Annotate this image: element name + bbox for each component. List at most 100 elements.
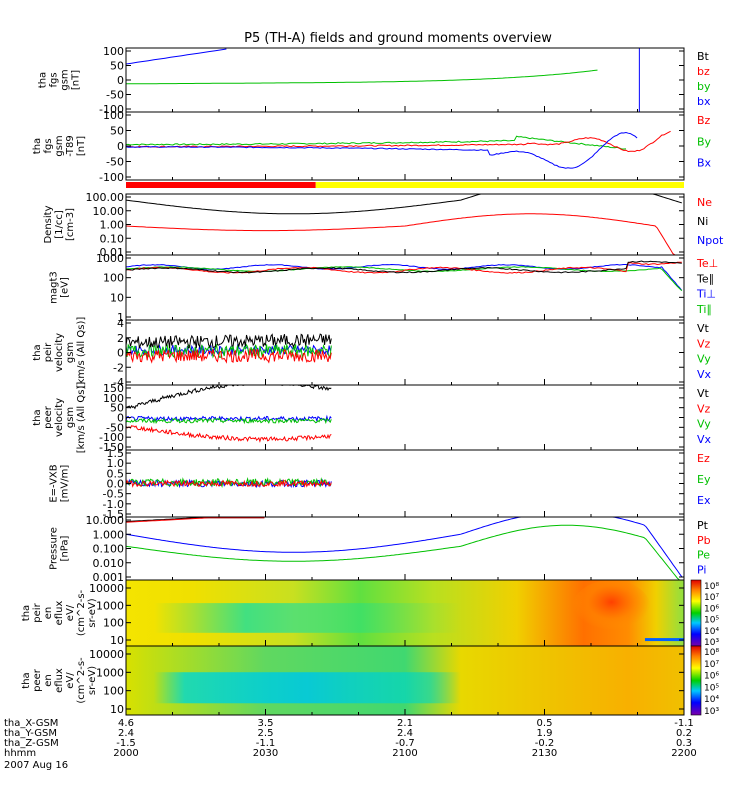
footer-value: 4.6 xyxy=(118,718,134,729)
colorbar-tick-label: 10⁵ xyxy=(704,683,719,693)
y-tick-label: 10 xyxy=(110,291,124,304)
panel-frame xyxy=(125,516,685,581)
series-Vt xyxy=(125,333,332,349)
footer-value: 2200 xyxy=(671,748,696,759)
footer-row-label: tha_X-GSM xyxy=(4,718,58,729)
y-tick-label: 0.10 xyxy=(100,232,125,245)
colorbar xyxy=(690,579,702,647)
footer-row-label: tha_Y-GSM xyxy=(4,728,57,739)
mode-bar-slow xyxy=(126,182,316,188)
y-tick-label: 150 xyxy=(103,382,124,395)
y-axis-label: peir xyxy=(32,602,43,622)
footer-value: -0.7 xyxy=(395,738,415,749)
y-axis-label: tha xyxy=(32,344,43,360)
colorbar-tick-label: 10⁵ xyxy=(704,616,719,626)
series-Te-par xyxy=(125,260,682,274)
y-axis-label: [km/s (All Qs)] xyxy=(76,317,87,389)
legend-ni: Ni xyxy=(697,215,708,228)
y-tick-label: 1.00 xyxy=(100,219,125,232)
footer-value: 2000 xyxy=(113,748,138,759)
footer-value: 2.5 xyxy=(258,728,274,739)
y-tick-label: 0 xyxy=(117,412,124,425)
y-tick-label: -4 xyxy=(113,376,124,389)
time-axis-footer: tha_X-GSM 4.6 3.5 2.1 0.5 -1.1 tha_Y-GSM 2.4 2.5… xyxy=(4,718,697,771)
y-tick-label: 0.5 xyxy=(107,467,125,480)
y-tick-label: 1000 xyxy=(96,599,124,612)
y-tick-label: 100 xyxy=(103,685,124,698)
y-tick-label: -100 xyxy=(99,103,124,116)
y-tick-label: 4 xyxy=(117,317,124,330)
y-tick-label: -150 xyxy=(99,441,124,454)
y-tick-label: -2 xyxy=(113,361,124,374)
y-tick-label: 100 xyxy=(103,109,124,122)
series-Vz xyxy=(125,347,332,364)
legend-pb: Pb xyxy=(697,534,711,547)
y-axis-label: [eV] xyxy=(60,277,71,298)
y-tick-label: 100 xyxy=(103,45,124,58)
y-tick-label: -100 xyxy=(99,171,124,184)
colorbar-tick-label: 10⁶ xyxy=(704,672,719,682)
footer-value: 0.3 xyxy=(676,738,692,749)
footer-value: 2100 xyxy=(392,748,417,759)
series-Ni xyxy=(125,193,682,215)
y-tick-label: 10000 xyxy=(89,582,124,595)
panel-frame xyxy=(125,254,685,321)
colorbar-tick-label: 10⁷ xyxy=(704,593,719,603)
y-axis-label: [mV/m] xyxy=(60,465,71,503)
y-axis-label: eflux xyxy=(54,601,65,626)
y-tick-label: 0 xyxy=(117,347,124,360)
spectrogram-band xyxy=(644,638,684,642)
y-axis-label: tha xyxy=(32,409,43,425)
colorbar-tick-label: 10⁴ xyxy=(704,627,719,637)
y-axis-label: gsm xyxy=(60,69,71,90)
y-tick-label: 50 xyxy=(110,60,124,73)
y-axis-label: tha xyxy=(21,605,32,621)
series-Bx xyxy=(125,131,638,169)
y-axis-label: peir xyxy=(43,342,54,362)
y-axis-label: fgs xyxy=(49,72,60,87)
legend-ez: Ez xyxy=(697,452,710,465)
y-tick-label: 1.0 xyxy=(107,457,125,470)
colorbar-tick-label: 10⁶ xyxy=(704,604,719,614)
spectrogram-core xyxy=(153,672,461,704)
legend-bx: Bx xyxy=(697,157,712,170)
legend-vt: Vt xyxy=(697,322,710,335)
y-tick-label: 10 xyxy=(110,634,124,647)
colorbar-tick-label: 10⁴ xyxy=(704,695,719,705)
y-tick-label: 100 xyxy=(103,392,124,405)
y-tick-label: -100 xyxy=(99,431,124,444)
footer-value: 2.4 xyxy=(118,728,134,739)
footer-value: 2130 xyxy=(532,748,557,759)
footer-row-label: tha_Z-GSM xyxy=(4,738,59,749)
footer-value: 0.5 xyxy=(537,718,553,729)
y-tick-label: -50 xyxy=(106,421,124,434)
legend-vy: Vy xyxy=(697,353,711,366)
legend-ne: Ne xyxy=(697,196,712,209)
mode-bar-fast xyxy=(315,182,684,188)
legend-vx: Vx xyxy=(697,433,712,446)
legend-npot: Npot xyxy=(697,234,724,247)
colorbar xyxy=(690,645,702,716)
legend-bz: bz xyxy=(697,65,710,78)
footer-value: -1.5 xyxy=(116,738,136,749)
series-By xyxy=(125,135,627,150)
panel-efield: 1.51.00.50.0-0.5-1.0-1.5 E=-VXB [mV/m] Ez Ey… xyxy=(49,447,711,521)
colorbar-tick-label: 10⁸ xyxy=(704,582,719,592)
y-axis-label: (cm^2-s- xyxy=(76,657,87,704)
y-tick-label: 0 xyxy=(117,140,124,153)
series-Pe xyxy=(125,524,682,581)
y-tick-label: 0.01 xyxy=(100,246,125,259)
legend-pi: Pi xyxy=(697,563,706,576)
series-Vz xyxy=(125,425,332,443)
series-Vx xyxy=(125,414,332,423)
y-axis-label: Pressure xyxy=(49,527,60,570)
y-tick-label: 0.100 xyxy=(93,543,125,556)
series-by xyxy=(126,69,598,85)
legend-ti-: Ti∥ xyxy=(696,303,712,316)
legend-by: By xyxy=(697,135,712,148)
footer-value: -1.1 xyxy=(256,738,276,749)
y-axis-label: velocity xyxy=(54,398,65,437)
legend-ey: Ey xyxy=(697,473,711,486)
